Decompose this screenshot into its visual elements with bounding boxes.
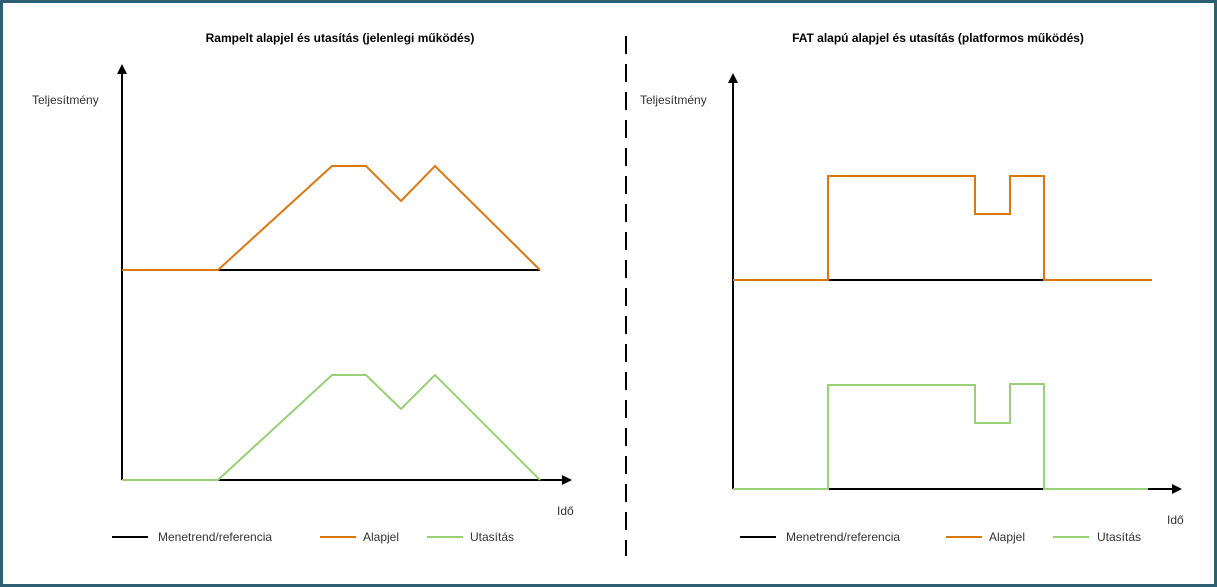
left-panel-title: Rampelt alapjel és utasítás (jelenlegi m…	[206, 31, 475, 45]
left-legend-utasitas-label: Utasítás	[470, 530, 514, 544]
right-utasitas-line	[733, 383, 1148, 490]
left-legend-reference-label: Menetrend/referencia	[158, 530, 272, 544]
right-x-axis-label: Idő	[1167, 513, 1184, 527]
right-panel-title: FAT alapú alapjel és utasítás (platformo…	[792, 31, 1084, 45]
right-legend-alapjel-label: Alapjel	[989, 530, 1025, 544]
left-x-axis-label: Idő	[557, 504, 574, 518]
right-y-axis-label: Teljesítmény	[640, 93, 707, 107]
left-alapjel-line	[122, 164, 541, 271]
left-legend-alapjel-label: Alapjel	[363, 530, 399, 544]
right-legend-reference-label: Menetrend/referencia	[786, 530, 900, 544]
right-alapjel-line	[733, 175, 1152, 281]
left-y-axis-label: Teljesítmény	[32, 93, 99, 107]
right-legend-utasitas-label: Utasítás	[1097, 530, 1141, 544]
left-utasitas-line	[122, 373, 541, 481]
